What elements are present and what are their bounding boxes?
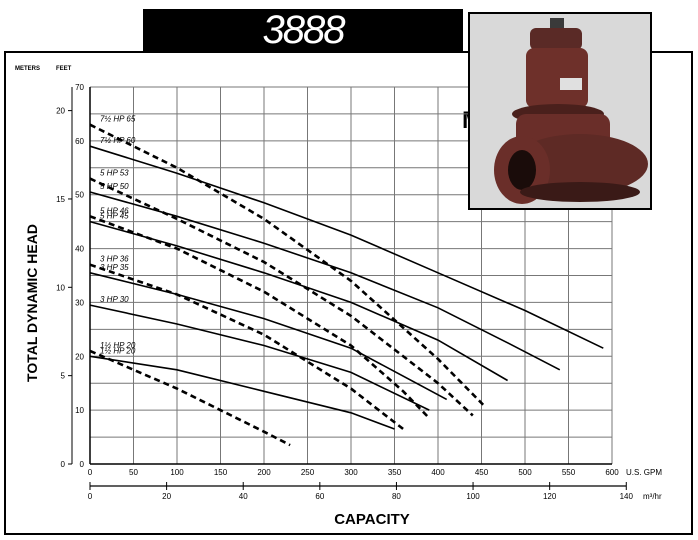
x-tick-label: 150 — [214, 468, 228, 477]
performance-curve-solid-4 — [90, 305, 429, 410]
x2-tick-label: 80 — [392, 492, 401, 501]
x2-tick-label: 40 — [239, 492, 248, 501]
x-tick-label: 200 — [257, 468, 271, 477]
y2-tick-label: 0 — [61, 460, 66, 469]
x-tick-label: 250 — [301, 468, 315, 477]
x2-tick-label: 60 — [315, 492, 324, 501]
x-tick-label: 400 — [431, 468, 445, 477]
x2-tick-label: 100 — [466, 492, 480, 501]
y-tick-label: 0 — [80, 460, 85, 469]
x-tick-label: 500 — [518, 468, 532, 477]
y2-tick-label: 20 — [56, 107, 65, 116]
y2-tick-label: 10 — [56, 283, 65, 292]
x2-unit-label: m³/hr — [643, 492, 662, 501]
performance-curve-dashed-9 — [90, 265, 403, 429]
y-tick-label: 40 — [75, 245, 84, 254]
x-tick-label: 450 — [475, 468, 489, 477]
curve-label: 7½ HP 65 — [100, 115, 136, 124]
x-axis-title: CAPACITY — [334, 511, 410, 528]
y2-tick-label: 15 — [56, 195, 65, 204]
submersible-pump-photo — [468, 12, 652, 210]
curve-label: 1½ HP 20 — [100, 341, 136, 350]
performance-curve-solid-1 — [90, 192, 560, 370]
curve-label: 5 HP 46 — [100, 206, 129, 215]
curve-label: 3 HP 30 — [100, 295, 129, 304]
performance-curve-solid-5 — [90, 356, 395, 429]
y-tick-label: 30 — [75, 298, 84, 307]
curve-label: 5 HP 53 — [100, 169, 129, 178]
y-tick-label: 20 — [75, 352, 84, 361]
curve-label: 5 HP 50 — [100, 182, 129, 191]
feet-unit-label: FEET — [56, 66, 72, 72]
y-axis-title: TOTAL DYNAMIC HEAD — [24, 224, 40, 382]
y-tick-label: 10 — [75, 406, 84, 415]
x-unit-label: U.S. GPM — [626, 468, 662, 477]
y2-tick-label: 5 — [61, 372, 66, 381]
x-tick-label: 0 — [88, 468, 93, 477]
x2-tick-label: 120 — [543, 492, 557, 501]
performance-curve-dashed-10 — [90, 351, 290, 445]
x2-tick-label: 20 — [162, 492, 171, 501]
x-tick-label: 600 — [605, 468, 619, 477]
y-tick-label: 50 — [75, 191, 84, 200]
x-tick-label: 100 — [170, 468, 184, 477]
y-tick-label: 70 — [75, 83, 84, 92]
x-tick-label: 550 — [562, 468, 576, 477]
performance-curve-dashed-7 — [90, 179, 473, 416]
x2-tick-label: 0 — [88, 492, 93, 501]
x-tick-label: 350 — [388, 468, 402, 477]
x2-tick-label: 140 — [620, 492, 634, 501]
x-tick-label: 300 — [344, 468, 358, 477]
y-tick-label: 60 — [75, 137, 84, 146]
meters-unit-label: METERS — [15, 66, 40, 72]
pump-icon — [470, 14, 650, 208]
x-tick-label: 50 — [129, 468, 138, 477]
curve-label: 3 HP 36 — [100, 255, 129, 264]
